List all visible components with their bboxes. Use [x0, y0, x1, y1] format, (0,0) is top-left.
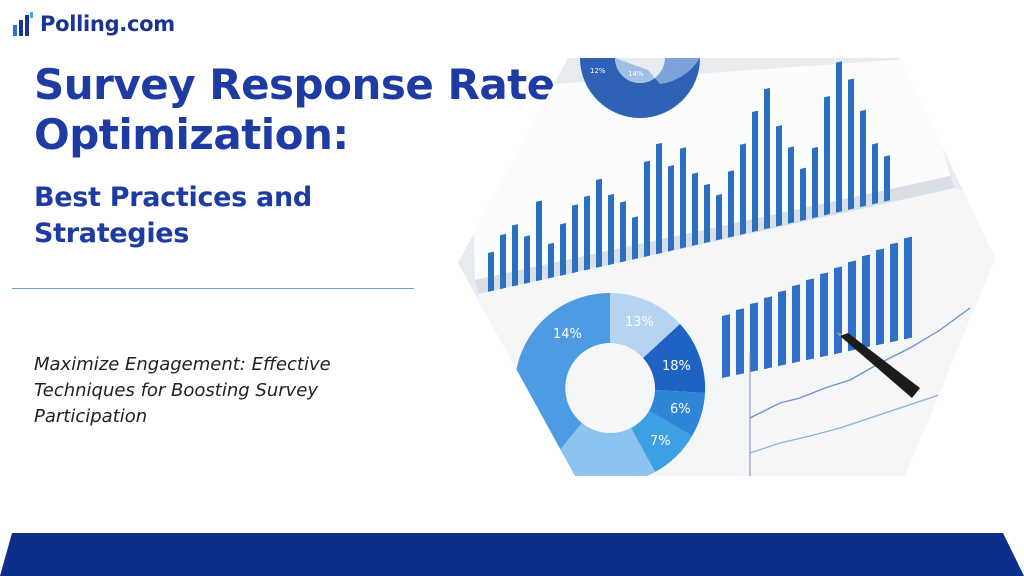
decorative-bar	[722, 314, 730, 378]
footer-band	[0, 533, 1024, 576]
decorative-bar	[656, 142, 662, 255]
decorative-bar	[776, 125, 782, 227]
subtitle-line-2: Strategies	[34, 218, 190, 249]
decorative-bar	[848, 78, 854, 210]
decorative-bar	[800, 167, 806, 221]
decorative-bar	[524, 235, 530, 285]
top-bar-chart	[488, 61, 890, 293]
donut-label: 13%	[625, 315, 654, 330]
decorative-bar	[500, 233, 506, 291]
decorative-bar	[608, 193, 614, 266]
page-subtitle: Best Practices and Strategies	[34, 180, 312, 252]
tagline-line-2: Techniques for Boosting Survey	[34, 380, 319, 401]
decorative-bar	[904, 236, 912, 340]
decorative-bar	[560, 222, 566, 277]
decorative-bar	[572, 204, 578, 274]
decorative-bar	[890, 242, 898, 343]
decorative-bar	[752, 110, 758, 233]
decorative-bar	[764, 296, 772, 370]
decorative-bar	[692, 172, 698, 246]
decorative-bar	[704, 183, 710, 244]
decorative-bar	[750, 302, 758, 373]
decorative-bar	[728, 170, 734, 238]
decorative-bar	[792, 284, 800, 364]
decorative-bar	[788, 146, 794, 224]
decorative-bar	[740, 143, 746, 235]
top-donut-label: 12%	[590, 67, 606, 75]
decorative-bar	[764, 87, 770, 230]
bar-chart-icon	[13, 12, 33, 36]
decorative-bar	[862, 254, 870, 349]
decorative-bar	[632, 216, 638, 260]
donut-label: 6%	[670, 402, 691, 417]
decorative-bar	[736, 308, 744, 376]
decorative-bar	[872, 142, 878, 205]
right-bar-chart	[722, 236, 912, 378]
top-donut-label: 14%	[628, 70, 644, 78]
donut-label: 18%	[662, 359, 691, 374]
decorative-bar	[824, 96, 830, 216]
subtitle-line-1: Best Practices and	[34, 182, 312, 213]
brand-name: Polling.com	[40, 12, 175, 36]
top-donut-chart: 12% 14%	[580, 58, 700, 118]
decorative-bar	[548, 242, 554, 280]
decorative-bar	[806, 278, 814, 361]
decorative-bar	[596, 178, 602, 269]
decorative-bar	[536, 200, 542, 282]
decorative-bar	[876, 248, 884, 346]
decorative-bar	[820, 272, 828, 358]
decorative-bar	[860, 109, 866, 208]
decorative-bar	[848, 260, 856, 352]
tagline-line-1: Maximize Engagement: Effective	[34, 354, 331, 375]
decorative-bar	[512, 224, 518, 288]
decorative-bar	[680, 147, 686, 249]
decorative-bar	[584, 195, 590, 271]
decorative-bar	[778, 290, 786, 367]
tagline-line-3: Participation	[34, 406, 148, 427]
donut-label: 14%	[553, 327, 582, 342]
pen-graphic	[836, 332, 920, 398]
donut-label: 7%	[650, 434, 671, 449]
brand-logo[interactable]: Polling.com	[12, 11, 175, 37]
decorative-bar	[620, 201, 626, 263]
decorative-bar	[668, 165, 674, 252]
decorative-bar	[836, 61, 842, 213]
divider-line	[12, 288, 414, 289]
decorative-bar	[812, 146, 818, 219]
line-chart	[749, 307, 971, 476]
decorative-bar	[884, 155, 890, 202]
decorative-bar	[834, 266, 842, 355]
hero-charts-image: 12% 14% 14% 13% 18%	[458, 58, 995, 476]
decorative-bar	[644, 160, 650, 257]
page-title: Survey Response Rate Optimization:	[34, 60, 555, 160]
tagline: Maximize Engagement: Effective Technique…	[34, 352, 331, 430]
title-line-1: Survey Response Rate	[34, 60, 555, 109]
decorative-bar	[716, 193, 722, 241]
decorative-bar	[488, 251, 494, 293]
title-line-2: Optimization:	[34, 110, 349, 159]
